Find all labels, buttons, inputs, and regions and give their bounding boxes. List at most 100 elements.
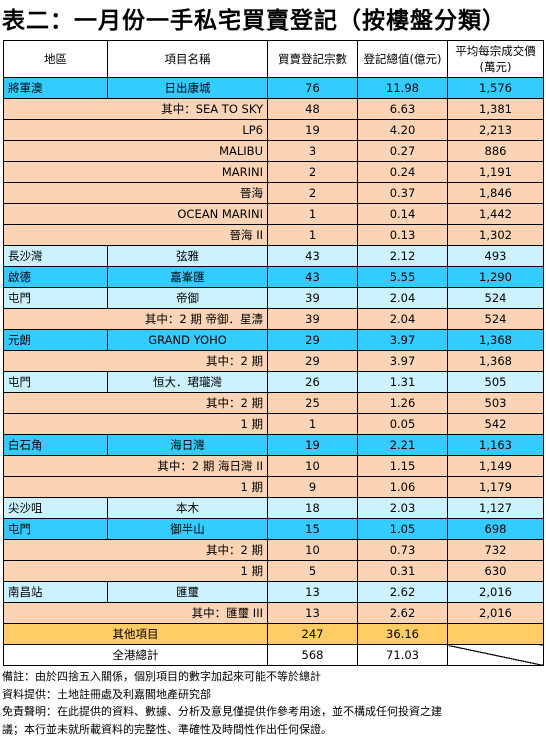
project-name-cell: OCEAN MARINI <box>3 203 268 225</box>
count-cell: 29 <box>267 329 358 351</box>
average-price-cell: 524 <box>447 287 544 309</box>
header-district: 地區 <box>3 40 108 78</box>
project-name-cell: 其中：2 期 海日灣 II <box>3 455 268 477</box>
project-name-cell: 海日灣 <box>107 434 268 456</box>
average-price-cell: 1,127 <box>447 497 544 519</box>
table-row: 長沙灣 弦雅 43 2.12 493 <box>3 245 544 267</box>
average-price-cell: 1,163 <box>447 434 544 456</box>
total-count: 568 <box>267 644 358 666</box>
project-name-cell: 匯璽 <box>107 581 268 603</box>
header-average: 平均每宗成交價 (萬元) <box>447 40 544 78</box>
average-price-cell: 493 <box>447 245 544 267</box>
project-name-cell: 帝御 <box>107 287 268 309</box>
project-name-cell: 其中：2 期 <box>3 392 268 414</box>
value-cell: 2.62 <box>357 581 448 603</box>
district-cell: 長沙灣 <box>3 245 108 267</box>
count-cell: 39 <box>267 308 358 330</box>
table-row: 南昌站 匯璽 13 2.62 2,016 <box>3 581 544 603</box>
average-price-cell: 1,442 <box>447 203 544 225</box>
value-cell: 0.14 <box>357 203 448 225</box>
average-price-cell: 542 <box>447 413 544 435</box>
table-row: 其中：2 期 10 0.73 732 <box>3 539 544 561</box>
count-cell: 1 <box>267 203 358 225</box>
table-row: 晉海 II 1 0.13 1,302 <box>3 224 544 246</box>
district-cell: 南昌站 <box>3 581 108 603</box>
table-row: 其中：SEA TO SKY 48 6.63 1,381 <box>3 98 544 120</box>
count-cell: 18 <box>267 497 358 519</box>
average-price-cell: 1,302 <box>447 224 544 246</box>
value-cell: 1.15 <box>357 455 448 477</box>
project-name-cell: LP6 <box>3 119 268 141</box>
value-cell: 0.13 <box>357 224 448 246</box>
project-name-cell: 日出康城 <box>107 77 268 99</box>
count-cell: 43 <box>267 266 358 288</box>
table-row: 屯門 御半山 15 1.05 698 <box>3 518 544 540</box>
average-price-cell: 1,368 <box>447 329 544 351</box>
count-cell: 26 <box>267 371 358 393</box>
value-cell: 1.05 <box>357 518 448 540</box>
project-name-cell: 嘉峯匯 <box>107 266 268 288</box>
project-name-cell: MARINI <box>3 161 268 183</box>
count-cell: 10 <box>267 455 358 477</box>
header-project: 項目名稱 <box>107 40 268 78</box>
average-price-cell: 1,846 <box>447 182 544 204</box>
district-cell: 啟德 <box>3 266 108 288</box>
project-name-cell: 本木 <box>107 497 268 519</box>
count-cell: 19 <box>267 119 358 141</box>
project-name-cell: MALIBU <box>3 140 268 162</box>
count-cell: 29 <box>267 350 358 372</box>
transactions-table: 地區 項目名稱 買賣登記宗數 登記總值(億元) 平均每宗成交價 (萬元) 將軍澳… <box>3 40 544 666</box>
table-row: 其中：2 期 25 1.26 503 <box>3 392 544 414</box>
table-row: 其中：匯璽 III 13 2.62 2,016 <box>3 602 544 624</box>
project-name-cell: 其中：2 期 <box>3 539 268 561</box>
project-name-cell: 弦雅 <box>107 245 268 267</box>
other-projects-row: 其他項目 247 36.16 <box>3 623 544 645</box>
count-cell: 10 <box>267 539 358 561</box>
average-price-cell: 886 <box>447 140 544 162</box>
value-cell: 1.26 <box>357 392 448 414</box>
project-name-cell: 其中：2 期 帝御．星濤 <box>3 308 268 330</box>
average-price-cell: 505 <box>447 371 544 393</box>
value-cell: 2.04 <box>357 287 448 309</box>
table-row: 啟德 嘉峯匯 43 5.55 1,290 <box>3 266 544 288</box>
value-cell: 2.21 <box>357 434 448 456</box>
header-count: 買賣登記宗數 <box>267 40 358 78</box>
note-disclaimer-1: 免責聲明：在此提供的資料、數據、分析及意見僅提供作參考用途，並不構成任何投資之建 <box>2 705 442 718</box>
table-row: OCEAN MARINI 1 0.14 1,442 <box>3 203 544 225</box>
value-cell: 11.98 <box>357 77 448 99</box>
note-disclaimer-2: 議；本行並未就所載資料的完整性、準確性及時間性作出任何保證。 <box>2 722 332 736</box>
project-name-cell: 其中：2 期 <box>3 350 268 372</box>
district-cell: 尖沙咀 <box>3 497 108 519</box>
table-row: LP6 19 4.20 2,213 <box>3 119 544 141</box>
total-label: 全港總計 <box>3 644 268 666</box>
count-cell: 76 <box>267 77 358 99</box>
district-cell: 屯門 <box>3 371 108 393</box>
average-price-cell: 1,191 <box>447 161 544 183</box>
value-cell: 3.97 <box>357 329 448 351</box>
total-row: 全港總計 568 71.03 <box>3 644 544 666</box>
value-cell: 5.55 <box>357 266 448 288</box>
table-row: 晉海 2 0.37 1,846 <box>3 182 544 204</box>
header-average-line1: 平均每宗成交價 <box>455 44 536 58</box>
table-header-row: 地區 項目名稱 買賣登記宗數 登記總值(億元) 平均每宗成交價 (萬元) <box>3 40 544 78</box>
district-cell: 屯門 <box>3 287 108 309</box>
header-average-line2: (萬元) <box>479 60 512 74</box>
project-name-cell: 恒大．珺瓏灣 <box>107 371 268 393</box>
value-cell: 2.12 <box>357 245 448 267</box>
count-cell: 25 <box>267 392 358 414</box>
count-cell: 13 <box>267 602 358 624</box>
count-cell: 1 <box>267 224 358 246</box>
average-price-cell: 1,368 <box>447 350 544 372</box>
value-cell: 0.05 <box>357 413 448 435</box>
table-row: 尖沙咀 本木 18 2.03 1,127 <box>3 497 544 519</box>
average-price-cell: 630 <box>447 560 544 582</box>
table-row: 1 期 1 0.05 542 <box>3 413 544 435</box>
table-row: MARINI 2 0.24 1,191 <box>3 161 544 183</box>
district-cell: 白石角 <box>3 434 108 456</box>
value-cell: 1.31 <box>357 371 448 393</box>
value-cell: 0.31 <box>357 560 448 582</box>
average-price-cell: 1,179 <box>447 476 544 498</box>
count-cell: 9 <box>267 476 358 498</box>
count-cell: 43 <box>267 245 358 267</box>
average-price-cell: 698 <box>447 518 544 540</box>
